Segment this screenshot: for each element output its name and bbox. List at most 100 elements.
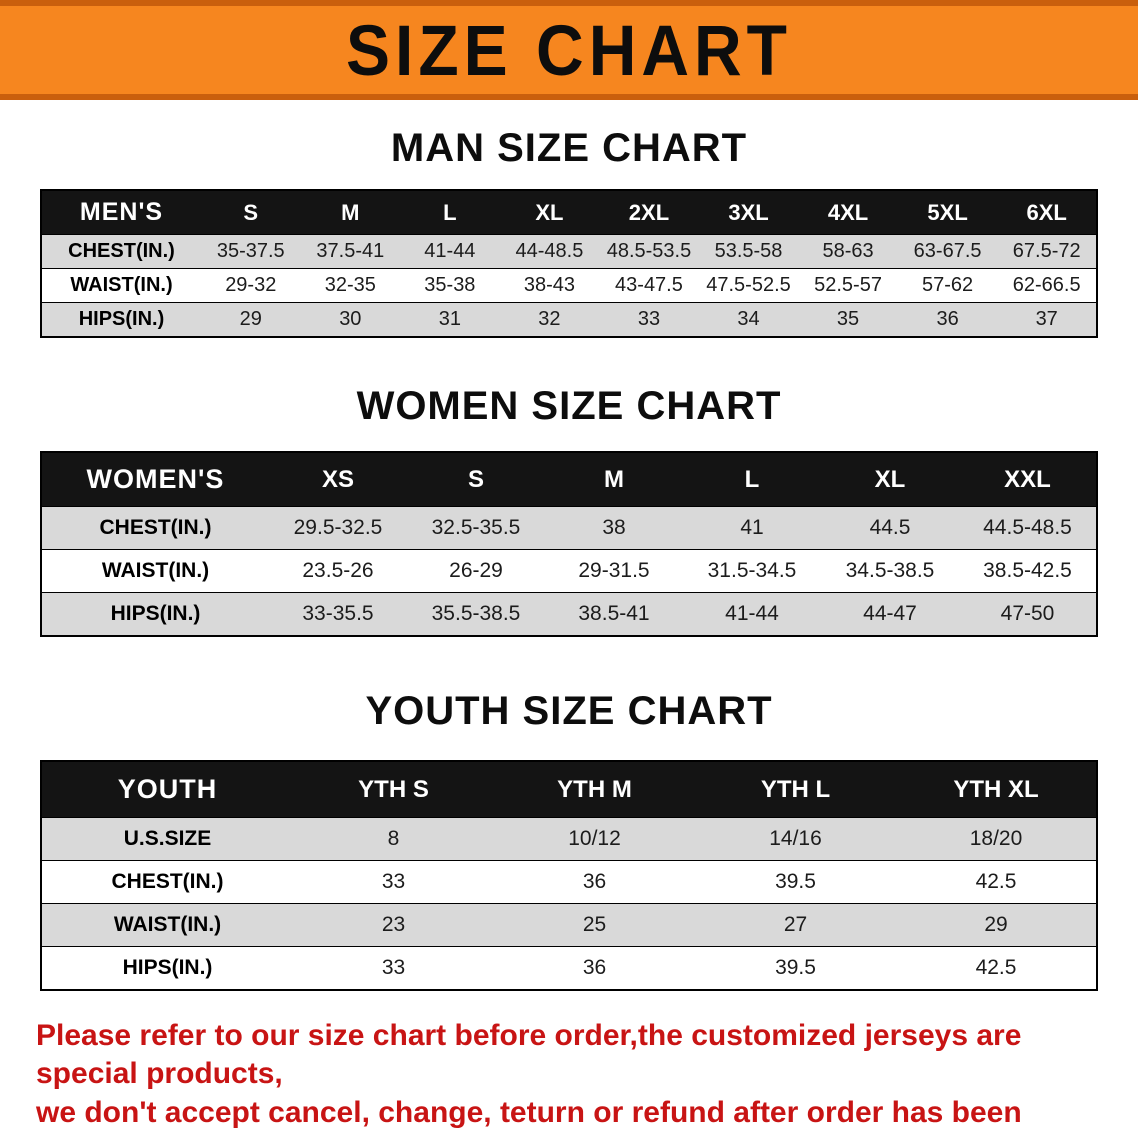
value-cell: 47.5-52.5 bbox=[698, 268, 799, 303]
value-cell: 33-35.5 bbox=[269, 592, 407, 636]
value-cell: 35-38 bbox=[400, 268, 500, 303]
value-cell: 35.5-38.5 bbox=[407, 592, 545, 636]
size-header-cell: XS bbox=[269, 452, 407, 507]
value-cell: 29 bbox=[896, 903, 1097, 947]
size-header-cell: YTH XL bbox=[896, 761, 1097, 818]
size-header-cell: YTH L bbox=[695, 761, 896, 818]
row-label-cell: CHEST(IN.) bbox=[41, 860, 293, 904]
value-cell: 38-43 bbox=[499, 268, 600, 303]
measurement-row: WAIST(IN.) 23 25 27 29 bbox=[41, 903, 1097, 947]
youth-chart-heading: YOUTH SIZE CHART bbox=[365, 689, 773, 733]
measurement-row: CHEST(IN.) 29.5-32.5 32.5-35.5 38 41 44.5 44.5… bbox=[41, 506, 1097, 550]
value-cell: 32-35 bbox=[300, 268, 401, 303]
size-header-cell: YTH S bbox=[293, 761, 494, 818]
banner-title: SIZE CHART bbox=[346, 10, 792, 90]
value-cell: 42.5 bbox=[896, 946, 1097, 990]
size-header-cell: 4XL bbox=[798, 190, 898, 235]
value-cell: 39.5 bbox=[695, 860, 896, 904]
value-cell: 34 bbox=[698, 302, 799, 337]
value-cell: 41 bbox=[683, 506, 821, 550]
row-label-cell: U.S.SIZE bbox=[41, 817, 293, 861]
value-cell: 63-67.5 bbox=[897, 234, 998, 269]
value-cell: 58-63 bbox=[798, 234, 898, 269]
measurement-row: CHEST(IN.) 33 36 39.5 42.5 bbox=[41, 860, 1097, 904]
value-cell: 33 bbox=[293, 946, 494, 990]
size-header-cell: 5XL bbox=[897, 190, 998, 235]
row-label-cell: WAIST(IN.) bbox=[41, 268, 201, 303]
row-label-cell: WAIST(IN.) bbox=[41, 549, 269, 593]
value-cell: 57-62 bbox=[897, 268, 998, 303]
value-cell: 26-29 bbox=[407, 549, 545, 593]
youth-size-table: YOUTH YTH S YTH M YTH L YTH XL U.S.SIZE 8 10/12… bbox=[40, 760, 1098, 991]
measurement-row: HIPS(IN.) 33-35.5 35.5-38.5 38.5-41 41-44 44-… bbox=[41, 592, 1097, 636]
measurement-row: WAIST(IN.) 29-32 32-35 35-38 38-43 43-47.5 47.… bbox=[41, 268, 1097, 303]
row-label-cell: HIPS(IN.) bbox=[41, 946, 293, 990]
size-header-cell: M bbox=[300, 190, 401, 235]
value-cell: 44.5-48.5 bbox=[959, 506, 1097, 550]
value-cell: 34.5-38.5 bbox=[821, 549, 959, 593]
category-header-cell: YOUTH bbox=[41, 761, 293, 818]
value-cell: 44-47 bbox=[821, 592, 959, 636]
size-chart-banner: SIZE CHART bbox=[0, 0, 1138, 100]
men-size-table: MEN'S S M L XL 2XL 3XL 4XL 5XL 6XL CHEST(IN.) 35-37… bbox=[40, 189, 1098, 338]
value-cell: 32.5-35.5 bbox=[407, 506, 545, 550]
size-header-cell: 6XL bbox=[997, 190, 1097, 235]
value-cell: 67.5-72 bbox=[997, 234, 1097, 269]
size-header-cell: YTH M bbox=[494, 761, 695, 818]
row-label-cell: WAIST(IN.) bbox=[41, 903, 293, 947]
order-notice: Please refer to our size chart before or… bbox=[36, 1017, 1098, 1132]
value-cell: 27 bbox=[695, 903, 896, 947]
category-header-cell: WOMEN'S bbox=[41, 452, 269, 507]
value-cell: 36 bbox=[494, 946, 695, 990]
value-cell: 29.5-32.5 bbox=[269, 506, 407, 550]
size-header-cell: XL bbox=[821, 452, 959, 507]
value-cell: 30 bbox=[300, 302, 401, 337]
value-cell: 43-47.5 bbox=[599, 268, 699, 303]
table-header-row: MEN'S S M L XL 2XL 3XL 4XL 5XL 6XL bbox=[41, 190, 1097, 235]
value-cell: 29-31.5 bbox=[545, 549, 683, 593]
value-cell: 29-32 bbox=[201, 268, 301, 303]
value-cell: 52.5-57 bbox=[798, 268, 898, 303]
value-cell: 35-37.5 bbox=[201, 234, 301, 269]
row-label-cell: HIPS(IN.) bbox=[41, 302, 201, 337]
size-header-cell: M bbox=[545, 452, 683, 507]
value-cell: 41-44 bbox=[683, 592, 821, 636]
value-cell: 44-48.5 bbox=[499, 234, 600, 269]
value-cell: 14/16 bbox=[695, 817, 896, 861]
value-cell: 48.5-53.5 bbox=[599, 234, 699, 269]
row-label-cell: HIPS(IN.) bbox=[41, 592, 269, 636]
value-cell: 41-44 bbox=[400, 234, 500, 269]
table-header-row: YOUTH YTH S YTH M YTH L YTH XL bbox=[41, 761, 1097, 818]
size-header-cell: L bbox=[400, 190, 500, 235]
value-cell: 33 bbox=[599, 302, 699, 337]
value-cell: 8 bbox=[293, 817, 494, 861]
value-cell: 10/12 bbox=[494, 817, 695, 861]
value-cell: 38 bbox=[545, 506, 683, 550]
measurement-row: U.S.SIZE 8 10/12 14/16 18/20 bbox=[41, 817, 1097, 861]
value-cell: 31 bbox=[400, 302, 500, 337]
table-header-row: WOMEN'S XS S M L XL XXL bbox=[41, 452, 1097, 507]
value-cell: 42.5 bbox=[896, 860, 1097, 904]
value-cell: 38.5-42.5 bbox=[959, 549, 1097, 593]
size-header-cell: 2XL bbox=[599, 190, 699, 235]
row-label-cell: CHEST(IN.) bbox=[41, 506, 269, 550]
size-header-cell: 3XL bbox=[698, 190, 799, 235]
order-notice-line-2: we don't accept cancel, change, teturn o… bbox=[36, 1095, 1022, 1129]
value-cell: 29 bbox=[201, 302, 301, 337]
value-cell: 39.5 bbox=[695, 946, 896, 990]
value-cell: 38.5-41 bbox=[545, 592, 683, 636]
size-header-cell: S bbox=[201, 190, 301, 235]
measurement-row: CHEST(IN.) 35-37.5 37.5-41 41-44 44-48.5 48.5… bbox=[41, 234, 1097, 269]
women-size-table: WOMEN'S XS S M L XL XXL CHEST(IN.) 29.5-32.5 32.5… bbox=[40, 451, 1098, 637]
value-cell: 31.5-34.5 bbox=[683, 549, 821, 593]
size-header-cell: S bbox=[407, 452, 545, 507]
women-size-chart-section: WOMEN SIZE CHART WOMEN'S XS S M L XL XXL CHEST(… bbox=[0, 384, 1138, 637]
value-cell: 53.5-58 bbox=[698, 234, 799, 269]
value-cell: 33 bbox=[293, 860, 494, 904]
value-cell: 47-50 bbox=[959, 592, 1097, 636]
category-header-cell: MEN'S bbox=[41, 190, 201, 235]
size-header-cell: XL bbox=[499, 190, 600, 235]
value-cell: 37 bbox=[997, 302, 1097, 337]
order-notice-line-1: Please refer to our size chart before or… bbox=[36, 1019, 1022, 1091]
